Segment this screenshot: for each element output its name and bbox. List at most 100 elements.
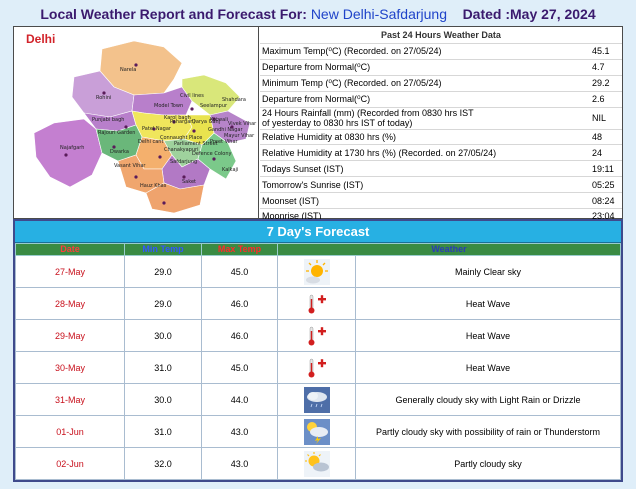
partly-cloudy-icon <box>303 450 330 477</box>
forecast-weather-icon-cell <box>277 447 356 480</box>
map-label-gandhi-nagar: Gandhi Nagar <box>208 127 243 133</box>
map-label-kalkaji: Kalkaji <box>222 167 239 173</box>
map-label-patel-nagar: Patel Nagar <box>142 126 171 132</box>
forecast-date: 01-Jun <box>15 415 125 448</box>
map-label-mayur-vihar: Mayur Vihar <box>224 133 255 139</box>
forecast-title: 7 Day's Forecast <box>15 221 621 243</box>
forecast-row: 01-Jun 31.0 43.0 Partly cloudy sky with pos… <box>15 415 621 448</box>
forecast-weather-text: Heat Wave <box>355 319 621 352</box>
forecast-weather-icon-cell <box>277 351 356 384</box>
forecast-row: 30-May 31.0 45.0 Heat Wave <box>15 351 621 384</box>
col-header-date: Date <box>15 243 125 256</box>
col-header-max-temp: Max Temp <box>201 243 278 256</box>
map-label-punjabi-bagh: Punjabi bagh <box>92 117 125 123</box>
forecast-body: 27-May 29.0 45.0 Mainly Clear sky 28-May 29.0… <box>15 255 621 480</box>
forecast-weather-icon-cell <box>277 383 356 416</box>
report-header: Local Weather Report and Forecast For: N… <box>0 0 636 26</box>
map-label-rajouri-garden: Rajouri Garden <box>98 130 136 136</box>
col-header-weather: Weather <box>277 243 621 256</box>
past-24h-row: Todays Sunset (IST) 19:11 <box>260 160 622 176</box>
forecast-row: 02-Jun 32.0 43.0 Partly cloudy sky <box>15 447 621 480</box>
thermometer-hot-icon <box>303 354 330 381</box>
forecast-row: 31-May 30.0 44.0 Generally cloudy sky with … <box>15 383 621 416</box>
forecast-max-temp: 45.0 <box>201 255 278 288</box>
past-24h-label: Moonset (IST) <box>262 195 320 206</box>
thunderstorm-icon <box>303 418 330 445</box>
past-24h-row: Tomorrow's Sunrise (IST) 05:25 <box>260 176 622 192</box>
map-title: Delhi <box>26 32 56 46</box>
past-24h-label: Relative Humidity at 1730 hrs (%) (Recor… <box>262 147 497 158</box>
forecast-max-temp: 43.0 <box>201 447 278 480</box>
header-date: Dated :May 27, 2024 <box>462 6 596 22</box>
map-label-hauz-khas: Hauz Khas <box>140 183 167 189</box>
header-title: Local Weather Report and Forecast For: <box>40 6 311 22</box>
map-label-civil-lines: Civil lines <box>180 93 204 99</box>
map-label-karol-bagh: Karol bagh <box>164 115 191 121</box>
forecast-max-temp: 46.0 <box>201 319 278 352</box>
forecast-weather-icon-cell <box>277 319 356 352</box>
forecast-panel: 7 Day's Forecast Date Min Temp Max Temp … <box>13 219 623 482</box>
forecast-row: 28-May 29.0 46.0 Heat Wave <box>15 287 621 320</box>
map-label-dwarka: Dwarka <box>110 149 129 155</box>
map-label-saket: Saket <box>182 179 196 185</box>
forecast-header-row: Date Min Temp Max Temp Weather <box>15 243 621 256</box>
past-24h-row: Relative Humidity at 0830 hrs (%) 48 <box>260 128 622 145</box>
past-24h-label: Moonrise (IST) <box>262 211 322 222</box>
forecast-min-temp: 29.0 <box>124 287 202 320</box>
past-24h-row: Departure from Normal(⁰C) 4.7 <box>260 58 622 75</box>
map-label-narela: Narela <box>120 67 137 73</box>
forecast-min-temp: 30.0 <box>124 319 202 352</box>
forecast-row: 27-May 29.0 45.0 Mainly Clear sky <box>15 255 621 288</box>
past-24h-label: 24 Hours Rainfall (mm) (Recorded from 08… <box>262 108 474 129</box>
forecast-weather-text: Partly cloudy sky <box>355 447 621 480</box>
map-label-shahdara: Shahdara <box>222 97 246 103</box>
delhi-map: Delhi Narela Rohini Civil lines Model To… <box>14 27 259 218</box>
past-24h-value: 19:11 <box>592 163 614 174</box>
forecast-max-temp: 45.0 <box>201 351 278 384</box>
map-label-safdarjung: Safdarjung <box>170 159 198 165</box>
forecast-weather-icon-cell <box>277 415 356 448</box>
map-label-defence-colony: Defence Colony <box>192 151 232 157</box>
thermometer-hot-icon <box>303 290 330 317</box>
forecast-max-temp: 44.0 <box>201 383 278 416</box>
col-header-min-temp: Min Temp <box>124 243 202 256</box>
map-label-rohini: Rohini <box>96 95 112 101</box>
forecast-date: 02-Jun <box>15 447 125 480</box>
forecast-min-temp: 32.0 <box>124 447 202 480</box>
delhi-map-graphic <box>33 40 251 214</box>
past-24h-value: 2.6 <box>592 94 605 105</box>
past-24h-panel: Past 24 Hours Weather Data Maximum Temp(… <box>260 27 622 221</box>
past-24h-value: 24 <box>592 147 603 158</box>
forecast-date: 27-May <box>15 255 125 288</box>
thermometer-hot-icon <box>303 322 330 349</box>
past-24h-value: 4.7 <box>592 62 605 73</box>
past-24h-title: Past 24 Hours Weather Data <box>381 30 501 40</box>
past-24h-label: Maximum Temp(⁰C) (Recorded. on 27/05/24) <box>262 46 442 57</box>
forecast-table: Date Min Temp Max Temp Weather 27-May 29.… <box>15 243 621 480</box>
forecast-weather-text: Heat Wave <box>355 351 621 384</box>
forecast-min-temp: 31.0 <box>124 415 202 448</box>
forecast-date: 29-May <box>15 319 125 352</box>
past-24h-label: Tomorrow's Sunrise (IST) <box>262 179 364 190</box>
past-24h-label: Departure from Normal(⁰C) <box>262 62 371 73</box>
past-24h-row: Moonset (IST) 08:24 <box>260 192 622 208</box>
forecast-weather-text: Mainly Clear sky <box>355 255 621 288</box>
past-24h-value: 08:24 <box>592 195 615 206</box>
past-24h-value: 29.2 <box>592 78 610 89</box>
sun-cloud-icon <box>303 258 330 285</box>
past-24h-label: Minimum Temp (⁰C) (Recorded. on 27/05/24… <box>262 78 442 89</box>
past-24h-row: Departure from Normal(⁰C) 2.6 <box>260 90 622 107</box>
past-24h-value: 48 <box>592 132 603 142</box>
map-label-seelampur: Seelampur <box>200 103 228 109</box>
forecast-min-temp: 31.0 <box>124 351 202 384</box>
past-24h-row: Minimum Temp (⁰C) (Recorded. on 27/05/24… <box>260 74 622 91</box>
forecast-date: 31-May <box>15 383 125 416</box>
map-label-kotwali: Kotwali <box>210 117 228 123</box>
header-location: New Delhi-Safdarjung <box>310 6 447 22</box>
past-24h-row: Moonrise (IST) 23:04 <box>260 208 622 224</box>
forecast-min-temp: 29.0 <box>124 255 202 288</box>
forecast-weather-icon-cell <box>277 255 356 288</box>
cloud-drizzle-icon <box>303 386 330 413</box>
past-24h-value: NIL <box>592 113 607 124</box>
map-label-paharganj: Paharganj <box>170 119 195 125</box>
